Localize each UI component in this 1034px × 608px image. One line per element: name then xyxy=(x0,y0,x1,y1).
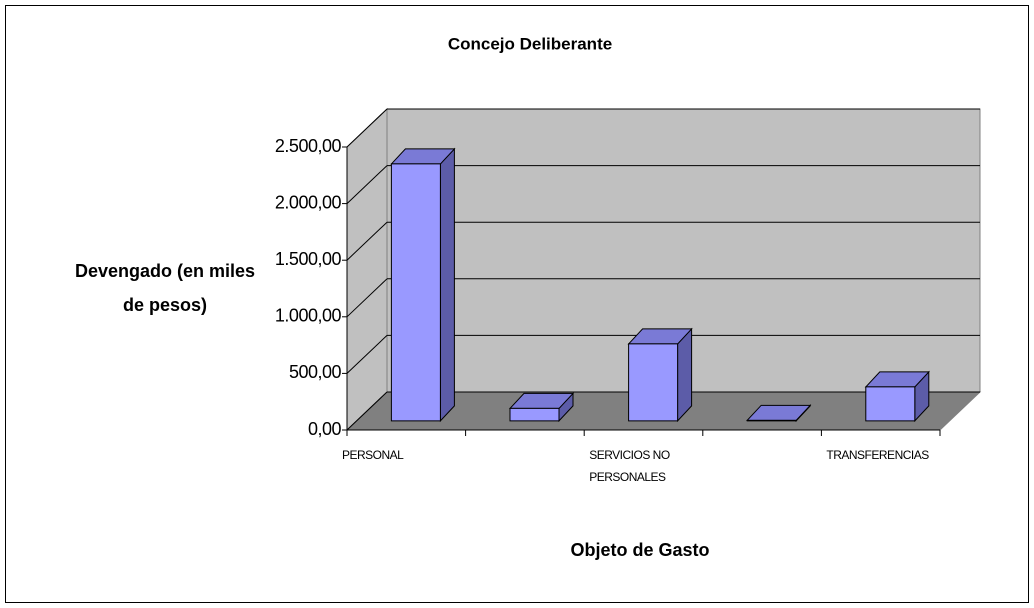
grid-line xyxy=(346,391,388,431)
x-tick-label: TRANSFERENCIAS xyxy=(826,448,929,462)
bar-front xyxy=(628,343,679,422)
bar xyxy=(508,392,575,423)
y-tick-label: 2.500,00 xyxy=(275,136,342,156)
y-tick-label: 500,00 xyxy=(289,362,342,382)
y-tick-label: 2.000,00 xyxy=(275,192,342,212)
bar-front xyxy=(509,407,560,422)
y-tick-label: 1.000,00 xyxy=(275,306,342,326)
grid-line xyxy=(346,335,388,374)
y-tick-label: 0,00 xyxy=(308,419,342,439)
bar-front xyxy=(746,419,797,422)
grid-line xyxy=(346,278,388,318)
x-axis-title: Objeto de Gasto xyxy=(570,540,709,560)
bar xyxy=(864,370,930,423)
x-tick-label: PERSONAL xyxy=(342,448,404,462)
bar xyxy=(390,147,456,423)
bar-side xyxy=(439,147,455,423)
bar xyxy=(746,404,812,423)
side-wall xyxy=(346,107,388,432)
grid-line xyxy=(346,108,388,148)
bar-side xyxy=(677,327,693,423)
grid-line xyxy=(346,221,388,261)
bar xyxy=(627,327,693,423)
y-tick-label: 1.500,00 xyxy=(275,249,342,269)
bar-front xyxy=(390,163,441,422)
y-axis-title: Devengado (en miles de pesos) xyxy=(74,261,256,315)
bar-front xyxy=(865,386,916,422)
grid-line xyxy=(346,165,388,204)
x-tick-label: SERVICIOS NO PERSONALES xyxy=(589,448,670,484)
chart-title: Concejo Deliberante xyxy=(448,34,612,53)
